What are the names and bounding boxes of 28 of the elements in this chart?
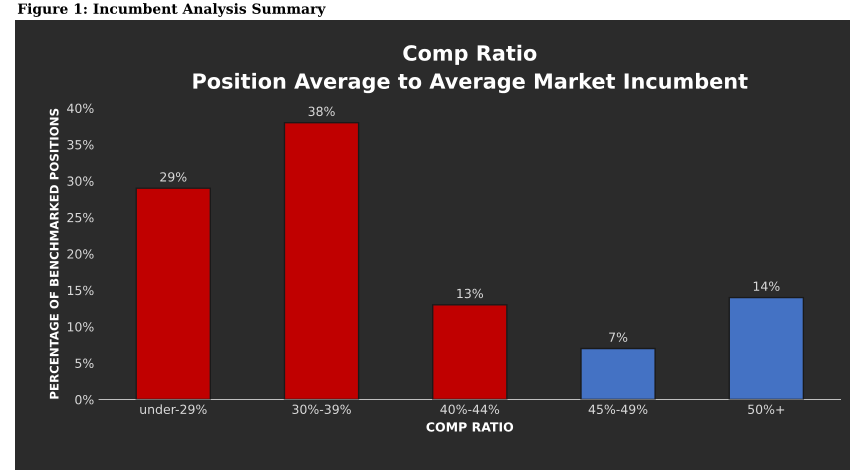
data-label: 38%	[308, 106, 335, 116]
y-tick-label: 40%	[67, 104, 94, 114]
y-tick-label: 20%	[67, 249, 94, 259]
y-tick-label: 0%	[75, 394, 94, 404]
y-tick-label: 5%	[75, 358, 94, 368]
x-tick-label: 30%-39%	[292, 404, 351, 414]
y-tick-label: 35%	[67, 140, 94, 150]
x-axis-title: COMP RATIO	[426, 422, 514, 432]
bar	[284, 122, 360, 400]
bar	[136, 188, 212, 400]
y-tick-label: 15%	[68, 286, 94, 296]
bar	[728, 296, 804, 400]
bar	[580, 348, 656, 400]
chart-title: Comp Ratio Position Average to Average Market Incumbent	[193, 44, 748, 94]
y-tick-label: 30%	[67, 176, 94, 186]
y-tick-label: 25%	[67, 212, 94, 222]
data-label: 13%	[457, 288, 483, 298]
x-tick-label: 45%-49%	[588, 404, 648, 414]
data-label: 14%	[754, 281, 780, 291]
x-tick-label: 50%+	[748, 404, 784, 414]
caption: Figure 1: Incumbent Analysis Summary	[18, 3, 326, 17]
x-tick-label: under-29%	[140, 404, 207, 414]
bar	[432, 304, 508, 400]
y-axis-title: PERCENTAGE OF BENCHMARKED POSITIONS	[50, 108, 59, 399]
data-label: 29%	[160, 172, 186, 182]
data-label: 7%	[609, 332, 628, 342]
x-tick-label: 40%-44%	[440, 404, 500, 414]
y-tick-label: 10%	[68, 322, 94, 332]
